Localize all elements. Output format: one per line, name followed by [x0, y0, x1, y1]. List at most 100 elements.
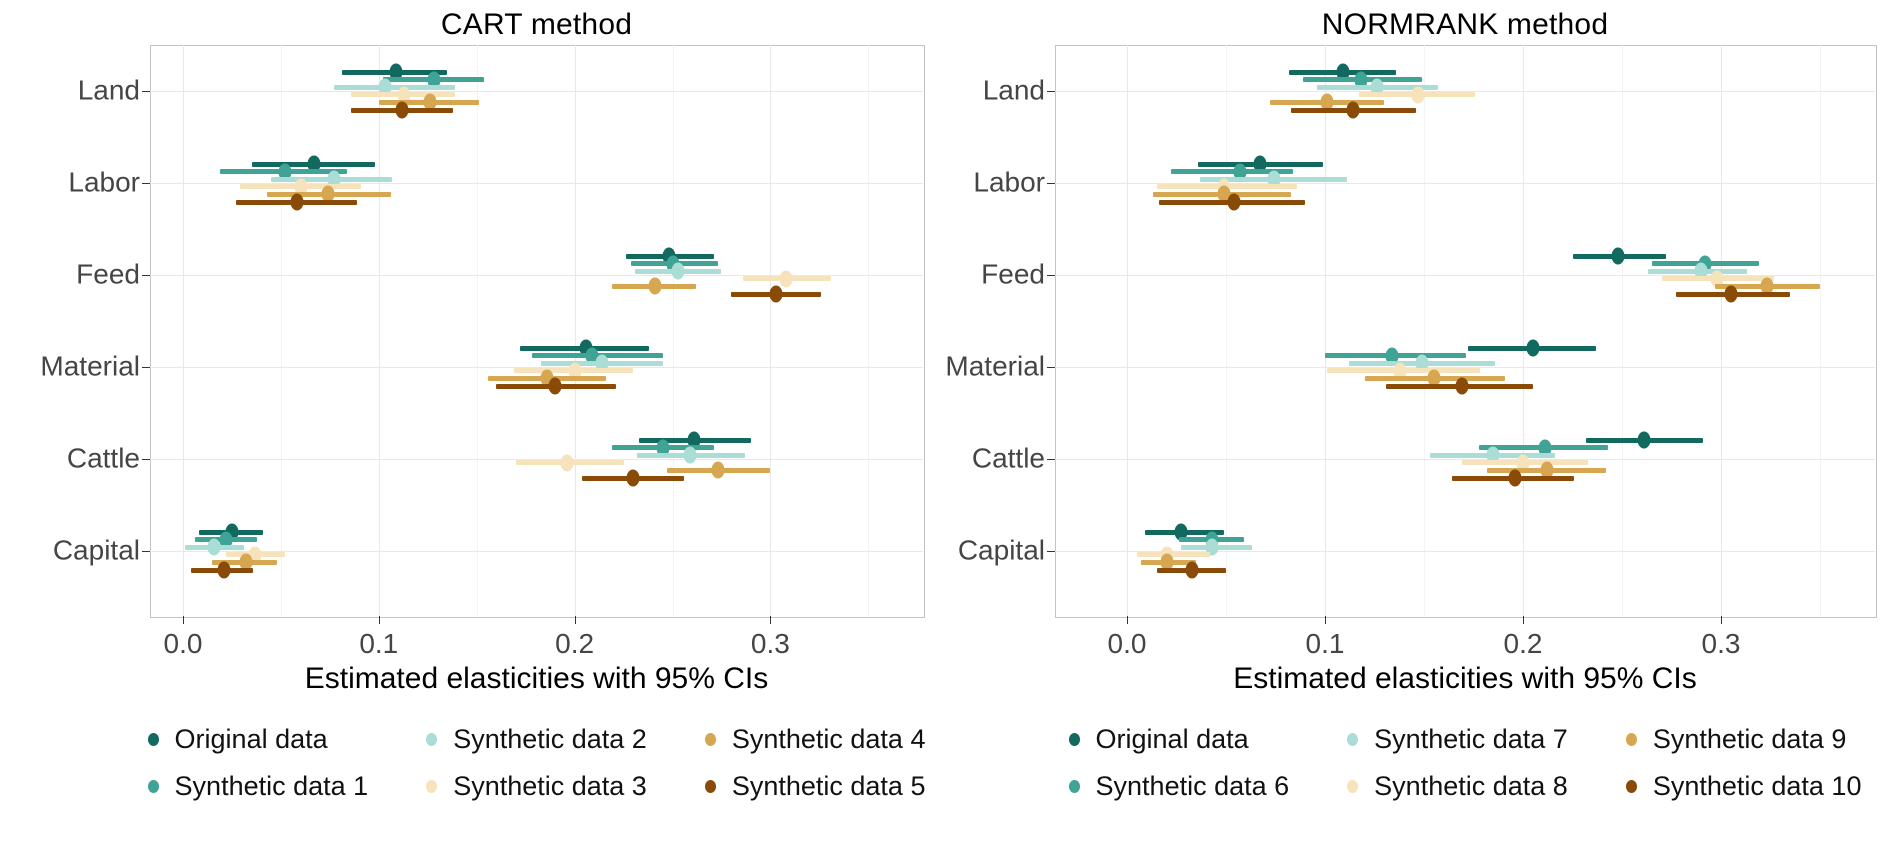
y-tick-mark: [1047, 459, 1055, 460]
minor-gridline: [868, 45, 870, 616]
legend-item: Original data: [1068, 724, 1290, 755]
y-tick-mark: [142, 459, 150, 460]
legend-item: Synthetic data 5: [704, 771, 926, 802]
point-estimate: [327, 170, 341, 188]
legend-item: Original data: [147, 724, 369, 755]
category-gridline: [150, 367, 923, 368]
y-axis-label-material: Material: [40, 350, 140, 382]
point-estimate: [248, 546, 262, 564]
y-axis-label-land: Land: [982, 74, 1045, 106]
x-tick-mark: [378, 616, 380, 624]
legend-label: Synthetic data 1: [174, 771, 369, 801]
legend-item: Synthetic data 9: [1625, 724, 1862, 755]
point-estimate: [1538, 439, 1552, 457]
point-estimate: [595, 354, 609, 372]
major-gridline: [183, 45, 184, 616]
legend-swatch-icon: [147, 780, 159, 793]
legend-label: Synthetic data 8: [1374, 771, 1568, 801]
legend-swatch-icon: [1347, 780, 1359, 793]
point-estimate: [1253, 155, 1267, 173]
point-estimate: [1320, 93, 1334, 111]
y-tick-mark: [142, 183, 150, 184]
point-estimate: [1724, 285, 1738, 303]
point-estimate: [1415, 354, 1429, 372]
x-tick-mark: [1325, 616, 1326, 624]
point-estimate: [687, 431, 701, 449]
point-estimate: [294, 178, 307, 196]
legend-item: Synthetic data 7: [1347, 724, 1568, 755]
x-tick-label: 0.0: [1107, 628, 1147, 659]
left-x-axis-title: Estimated elasticities with 95% CIs: [304, 662, 769, 695]
point-estimate: [1227, 193, 1241, 211]
x-tick-label: 0.0: [163, 628, 203, 659]
major-gridline: [1127, 45, 1128, 616]
category-gridline: [150, 275, 923, 276]
minor-gridline: [280, 45, 282, 616]
point-estimate: [1346, 101, 1360, 119]
major-gridline: [378, 45, 380, 616]
legend-label: Original data: [174, 724, 328, 754]
point-estimate: [395, 101, 409, 119]
right-plot-area: [1055, 45, 1877, 618]
point-estimate: [560, 454, 574, 472]
point-estimate: [779, 270, 793, 288]
point-estimate: [1411, 86, 1425, 104]
point-estimate: [427, 71, 441, 89]
point-estimate: [1516, 454, 1530, 472]
y-tick-mark: [1047, 183, 1055, 184]
legend-label: Synthetic data 4: [731, 724, 926, 754]
point-estimate: [671, 262, 685, 280]
point-estimate: [207, 538, 221, 556]
point-estimate: [219, 531, 233, 549]
x-tick-mark: [1523, 616, 1524, 624]
y-tick-mark: [142, 275, 150, 276]
major-gridline: [1325, 45, 1326, 616]
point-estimate: [648, 277, 662, 295]
y-tick-mark: [1047, 275, 1055, 276]
minor-gridline: [476, 45, 478, 616]
legend-label: Synthetic data 3: [453, 771, 647, 801]
legend-label: Synthetic data 5: [731, 771, 926, 801]
point-estimate: [568, 362, 582, 380]
point-estimate: [626, 469, 640, 487]
ci-line: [333, 84, 456, 90]
point-estimate: [1393, 362, 1407, 380]
major-gridline: [574, 45, 576, 616]
point-estimate: [1694, 262, 1708, 280]
legend-swatch-icon: [147, 733, 159, 746]
y-tick-mark: [142, 91, 150, 92]
x-tick-mark: [770, 616, 772, 624]
x-tick-label: 0.2: [1503, 628, 1543, 659]
point-estimate: [278, 163, 292, 181]
legend-swatch-icon: [426, 733, 438, 746]
major-gridline: [1721, 45, 1722, 616]
y-tick-mark: [142, 367, 150, 368]
point-estimate: [1611, 247, 1625, 265]
legend-swatch-icon: [1347, 733, 1359, 746]
y-axis-label-feed: Feed: [981, 258, 1045, 290]
point-estimate: [1508, 469, 1522, 487]
left-legend-grid: Original data Synthetic data 1 Synthetic d…: [147, 724, 926, 802]
minor-gridline: [1226, 45, 1227, 616]
y-axis-label-capital: Capital: [957, 534, 1045, 566]
minor-gridline: [1622, 45, 1623, 616]
point-estimate: [1267, 170, 1280, 188]
y-tick-mark: [1047, 367, 1055, 368]
category-gridline: [150, 459, 923, 460]
point-estimate: [1710, 270, 1724, 288]
legend-item: Synthetic data 4: [704, 724, 926, 755]
point-estimate: [1185, 561, 1199, 579]
point-estimate: [1455, 377, 1469, 395]
legend-swatch-icon: [1068, 780, 1080, 793]
point-estimate: [290, 193, 304, 211]
point-estimate: [1637, 431, 1651, 449]
legend-swatch-icon: [1625, 733, 1637, 746]
point-estimate: [1233, 163, 1247, 181]
right-legend: Original data Synthetic data 6 Synthetic d…: [1055, 724, 1875, 802]
x-tick-label: 0.3: [1701, 628, 1741, 659]
point-estimate: [307, 155, 321, 173]
x-tick-label: 0.1: [359, 628, 399, 659]
x-tick-mark: [183, 616, 184, 624]
legend-swatch-icon: [426, 780, 438, 793]
y-axis-label-land: Land: [77, 74, 140, 106]
